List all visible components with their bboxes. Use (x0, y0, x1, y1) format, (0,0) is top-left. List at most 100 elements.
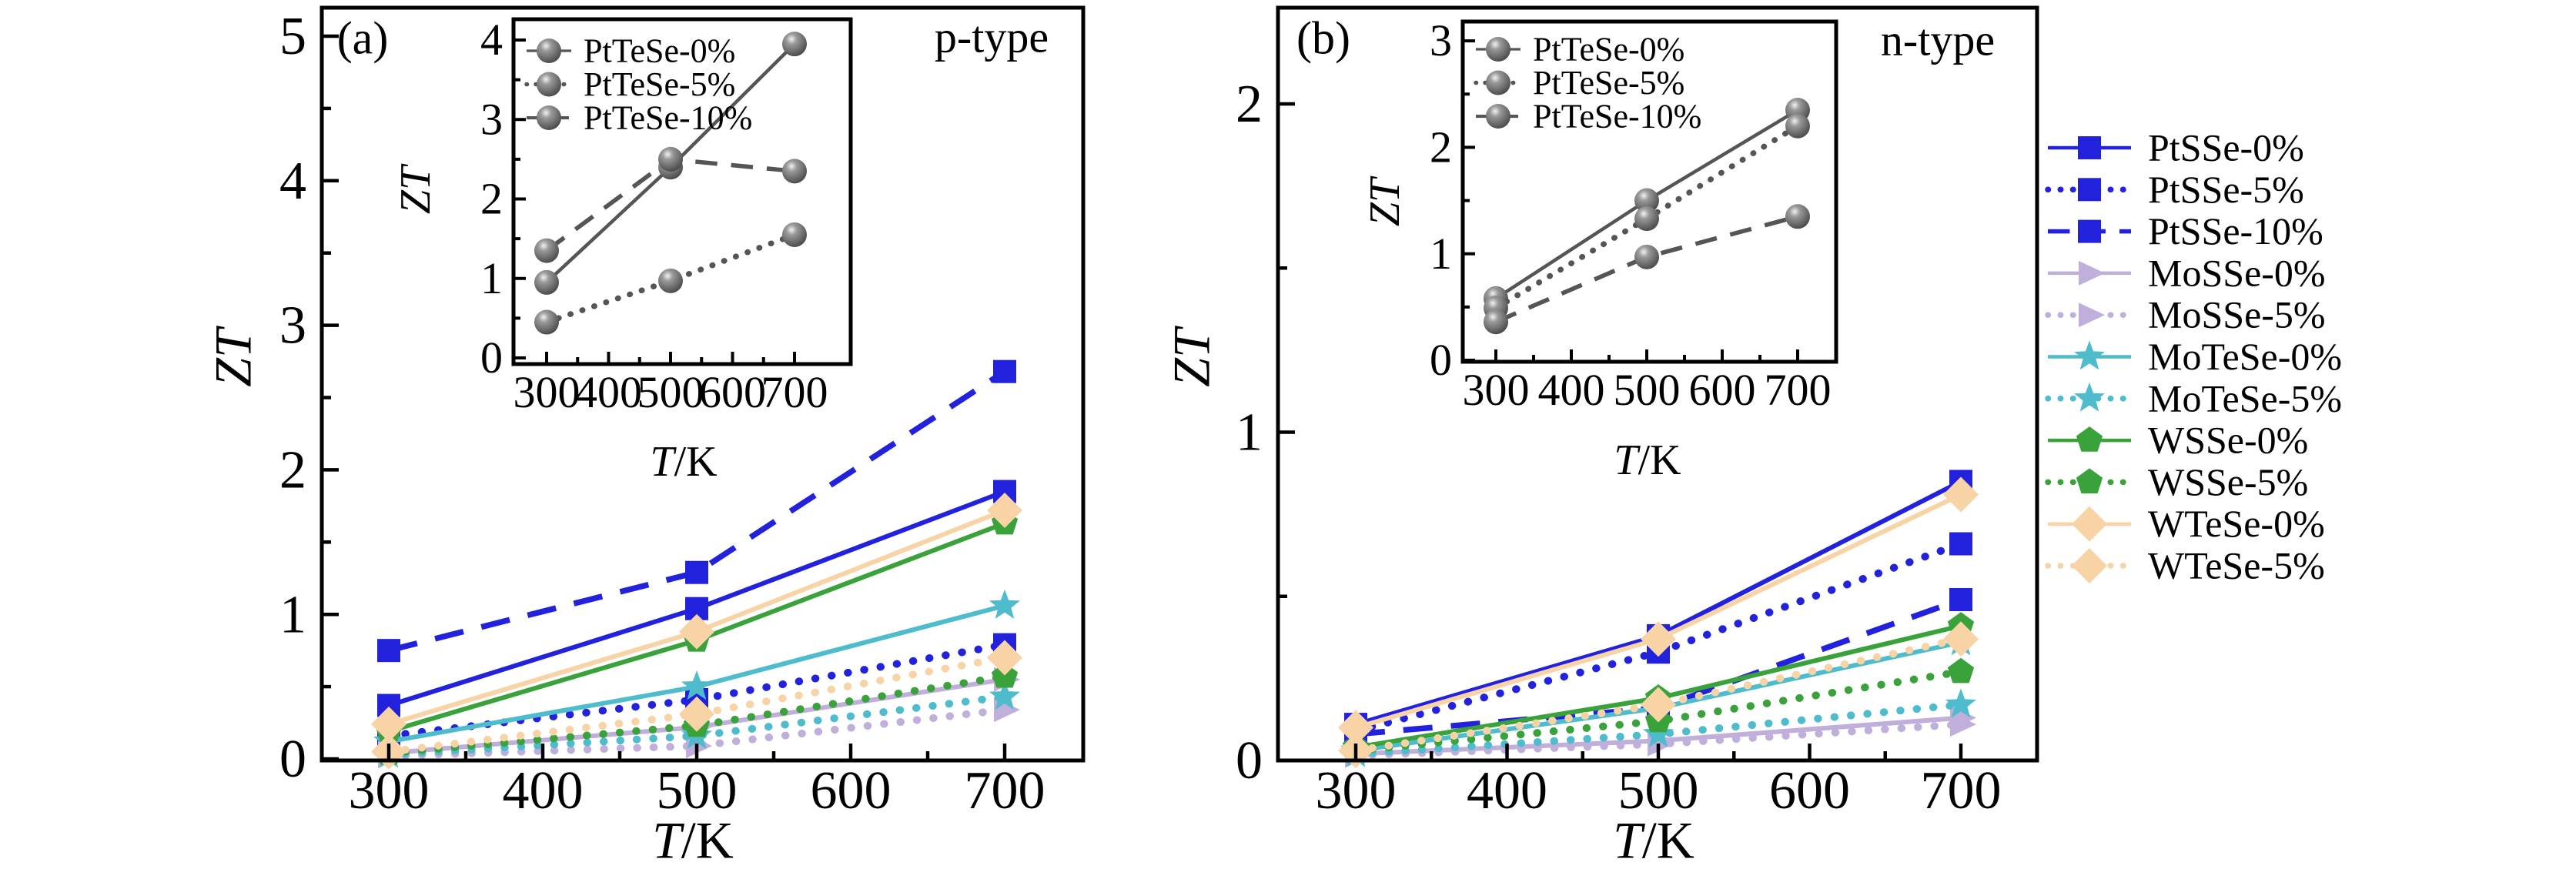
data-point (534, 309, 559, 335)
panel-b-xaxis-label: T/K (1613, 810, 1694, 870)
legend-item-label: MoSSe-0% (2148, 251, 2326, 294)
data-point (989, 589, 1020, 619)
y-tick-label: 1 (1430, 229, 1452, 279)
inset-legend-item: PtTeSe-0% (527, 32, 735, 70)
data-point (987, 493, 1022, 528)
data-point (782, 32, 807, 57)
inset-legend-item: PtTeSe-0% (1476, 31, 1684, 69)
data-point (1634, 244, 1659, 269)
y-tick-label: 1 (1236, 403, 1263, 463)
legend-item: PtSSe-5% (2045, 168, 2304, 211)
legend-item: WSSe-0% (2048, 419, 2308, 462)
legend-item: MoTeSe-0% (2048, 335, 2342, 378)
x-tick-label: 500 (637, 367, 704, 417)
panel-a-type-label: p-type (934, 12, 1049, 62)
data-point (1634, 188, 1659, 213)
y-tick-label: 2 (279, 441, 306, 500)
y-tick-label: 3 (279, 296, 306, 356)
panel-b-letter: (b) (1296, 12, 1350, 64)
data-point (2078, 178, 2101, 202)
x-tick-label: 600 (699, 367, 766, 417)
inset-legend-label: PtTeSe-0% (584, 32, 735, 70)
y-tick-label: 4 (480, 15, 503, 65)
data-point (2074, 382, 2105, 412)
data-point (681, 670, 712, 700)
legend-item-label: WTeSe-5% (2148, 544, 2325, 587)
legend-item: MoSSe-5% (2045, 293, 2326, 336)
data-point (1943, 621, 1979, 657)
series-line (1352, 720, 1965, 760)
data-point (537, 38, 561, 63)
data-point (993, 359, 1016, 383)
data-point (1641, 621, 1676, 657)
data-point (537, 105, 561, 130)
panel-b-type-label: n-type (1880, 15, 1996, 65)
legend-item: WTeSe-5% (2045, 544, 2325, 587)
x-tick-label: 400 (503, 761, 584, 821)
legend-item-label: WTeSe-0% (2148, 502, 2325, 545)
y-tick-label: 1 (279, 585, 306, 644)
x-tick-label: 300 (1463, 365, 1530, 415)
data-point (2079, 260, 2105, 286)
data-point (1634, 206, 1659, 232)
legend-item-label: MoTeSe-0% (2148, 335, 2342, 378)
data-point (2076, 426, 2103, 452)
inset-legend-item: PtTeSe-5% (1474, 64, 1684, 102)
x-tick-label: 700 (965, 761, 1045, 821)
x-tick-label: 700 (761, 367, 828, 417)
series-line (1352, 667, 1965, 755)
inset-legend-label: PtTeSe-0% (1533, 31, 1684, 69)
y-tick-label: 0 (1430, 335, 1452, 385)
x-tick-label: 600 (1689, 365, 1756, 415)
panel-a-inset-xaxis-label: T/K (650, 438, 718, 486)
chart-panel-b-inset: 300 400 500 600 700 0 1 2 3 PtTeSe-0%PtTeSe-5%PtT… (1430, 15, 1838, 415)
data-point (534, 269, 559, 295)
data-point (685, 560, 708, 584)
panel-a-letter: (a) (336, 12, 389, 64)
data-point (989, 680, 1020, 710)
series-line (1352, 700, 1965, 758)
data-point (1785, 113, 1810, 139)
series-line (1352, 635, 1965, 755)
series-line (385, 673, 1009, 757)
x-tick-label: 700 (1921, 761, 2002, 821)
legend-item-label: WSSe-5% (2148, 460, 2308, 503)
y-tick-label: 0 (1236, 731, 1263, 790)
inset-legend-item: PtTeSe-10% (1476, 98, 1701, 135)
data-point (1785, 204, 1810, 229)
series-line (385, 693, 1009, 759)
x-tick-label: 400 (1467, 761, 1547, 821)
y-tick-label: 3 (1430, 15, 1452, 65)
data-point (658, 146, 683, 172)
y-tick-label: 2 (1430, 122, 1452, 172)
legend-item-label: MoSSe-5% (2148, 293, 2326, 336)
data-point (1949, 588, 1972, 612)
inset-legend-item: PtTeSe-5% (524, 65, 735, 103)
series-line (385, 706, 1009, 760)
legend-item: MoSSe-0% (2048, 251, 2326, 294)
y-tick-label: 3 (480, 94, 503, 144)
x-tick-label: 700 (1765, 365, 1832, 415)
data-point (2072, 548, 2107, 583)
series-line (388, 369, 1007, 653)
data-point (2078, 219, 2101, 243)
inset-legend-label: PtTeSe-10% (1533, 98, 1701, 135)
data-point (377, 639, 400, 663)
inset-legend-label: PtTeSe-10% (584, 99, 752, 137)
data-point (1947, 657, 1975, 683)
data-point (2079, 302, 2105, 328)
y-tick-label: 0 (279, 730, 306, 789)
x-tick-label: 600 (1769, 761, 1850, 821)
legend-item: PtSSe-10% (2048, 209, 2323, 252)
y-tick-label: 1 (480, 253, 503, 303)
data-point (1945, 688, 1976, 718)
y-tick-label: 0 (480, 333, 503, 383)
legend-item-label: MoTeSe-5% (2148, 376, 2342, 419)
data-point (371, 706, 406, 742)
data-point (1643, 717, 1674, 747)
panel-a-inset-yaxis-label: ZT (392, 165, 440, 215)
legend-item-label: PtSSe-0% (2148, 126, 2304, 169)
legend-item: MoTeSe-5% (2045, 376, 2342, 419)
